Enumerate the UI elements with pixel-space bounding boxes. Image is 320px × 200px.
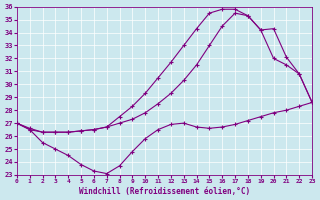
X-axis label: Windchill (Refroidissement éolien,°C): Windchill (Refroidissement éolien,°C) — [79, 187, 250, 196]
